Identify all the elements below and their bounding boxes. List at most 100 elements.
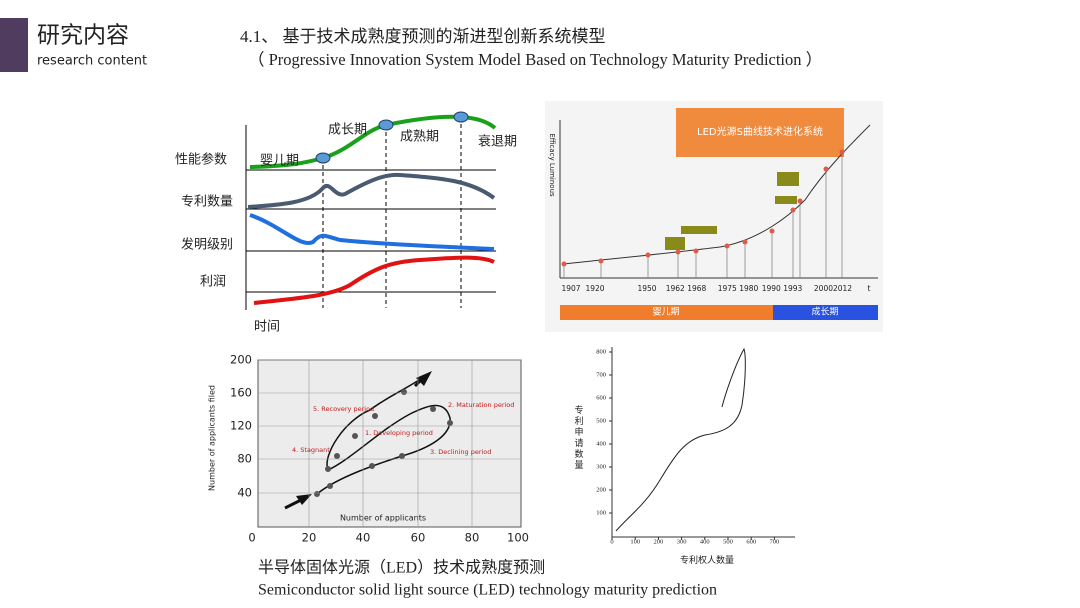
x-tick-label: 0	[610, 538, 613, 545]
x-tick-label: 200	[654, 538, 664, 545]
heading: （ Progressive Innovation System Model Ba…	[248, 50, 822, 69]
point	[327, 483, 333, 489]
y-tick-label: 700	[596, 371, 606, 378]
x-tick-label: 40	[356, 531, 371, 545]
point	[430, 406, 436, 412]
y-tick-label: 100	[596, 509, 606, 516]
point	[823, 166, 829, 172]
row-label: 发明级别	[181, 237, 233, 253]
x-tick-label: 20002012	[814, 284, 852, 293]
curve	[615, 347, 746, 532]
point	[797, 198, 803, 204]
point	[561, 261, 567, 267]
x-tick-label: 400	[700, 538, 710, 545]
stage-point	[315, 152, 331, 164]
point	[325, 466, 331, 472]
x-tick-label: 1975 1980	[718, 284, 759, 293]
x-label: Number of applicants	[340, 514, 426, 523]
annotation: 3. Declining period	[430, 448, 491, 456]
stage-label: 婴儿期	[260, 154, 299, 169]
caption: 半导体固体光源（LED）技术成熟度预测	[258, 559, 545, 577]
point	[401, 389, 407, 395]
annotation: 2. Maturation period	[448, 401, 514, 409]
x-tick-label: 1920	[585, 284, 604, 293]
heading: 4.1、 基于技术成熟度预测的渐进型创新系统模型	[240, 26, 606, 46]
x-tick-label: 100	[507, 531, 529, 545]
y-tick-label: 40	[237, 486, 252, 500]
y-tick-label: 200	[596, 486, 606, 493]
label-box	[681, 226, 717, 234]
stage-label: 成长期	[328, 123, 367, 138]
header-bar	[0, 18, 28, 72]
figure-title: LED光源S曲线技术进化系统	[697, 125, 823, 138]
phase-label: 成长期	[811, 306, 838, 318]
x-tick-label: 100	[630, 538, 640, 545]
y-tick-label: 800	[596, 348, 606, 355]
row-label: 性能参数	[175, 152, 227, 168]
figure1	[245, 111, 497, 310]
point	[598, 258, 604, 264]
row-label: 专利数量	[181, 195, 233, 210]
figure4: 专利申请数量 专利权人数量 800 700 600 500 400 300 200 100 0 1…	[573, 347, 795, 565]
point	[399, 453, 405, 459]
caption: Semiconductor solid light source (LED) t…	[258, 582, 717, 599]
title-box	[676, 108, 844, 157]
invention-curve	[249, 213, 495, 251]
point	[790, 207, 796, 213]
x-tick-label: 80	[465, 531, 480, 545]
point	[742, 239, 748, 245]
point	[839, 149, 845, 155]
x-tick-label: 500	[723, 538, 733, 545]
x-tick-label: 60	[411, 531, 426, 545]
y-label: Number of applicants filed	[208, 385, 217, 491]
annotation: 5. Recovery period	[313, 405, 374, 413]
x-label: 时间	[254, 320, 280, 335]
s-curve	[563, 124, 871, 265]
label-box	[665, 237, 685, 250]
point	[334, 453, 340, 459]
x-tick-label: 20	[302, 531, 317, 545]
x-tick-label: t	[868, 284, 871, 293]
y-tick-label: 80	[237, 452, 252, 466]
row-label: 利润	[200, 275, 226, 290]
patent-curve	[247, 172, 496, 209]
figure3: Number of applicants filed Number of app…	[208, 353, 529, 545]
stage-label: 衰退期	[478, 134, 517, 150]
point	[314, 491, 320, 497]
x-tick-label: 1962 1968	[666, 284, 707, 293]
label-box	[775, 196, 797, 204]
phase-bar	[773, 305, 878, 320]
header-title: 研究内容	[37, 23, 129, 49]
point	[675, 249, 681, 255]
point	[447, 420, 453, 426]
x-tick-label: 300	[677, 538, 687, 545]
x-label: 专利权人数量	[680, 554, 734, 565]
stage-point	[453, 111, 469, 123]
y-tick-label: 160	[230, 386, 252, 400]
stage-label: 成熟期	[400, 129, 439, 145]
y-tick-label: 200	[230, 353, 252, 367]
point	[372, 413, 378, 419]
point	[724, 243, 730, 249]
y-tick-label: 300	[596, 463, 606, 470]
annotation: 4. Stagnant	[292, 446, 330, 454]
y-tick-label: 500	[596, 417, 606, 424]
x-tick-label: 1907	[561, 284, 580, 293]
header-subtitle: research content	[37, 54, 147, 69]
y-tick-label: 600	[596, 394, 606, 401]
profit-curve	[253, 255, 495, 305]
arrow-head	[416, 371, 432, 386]
x-tick-label: 1990 1993	[762, 284, 803, 293]
arrow-head	[296, 494, 312, 505]
x-tick-label: 1950	[637, 284, 656, 293]
y-label: 专利申请数量	[573, 404, 584, 471]
point	[693, 248, 699, 254]
y-label: Efficacy Luminous	[548, 133, 556, 197]
point	[352, 433, 358, 439]
x-tick-label: 0	[248, 531, 255, 545]
point	[645, 252, 651, 258]
figure2: LED光源S曲线技术进化系统 Efficacy Luminous 婴儿期 成长期	[545, 101, 883, 332]
annotation: 1. Developing period	[365, 429, 433, 437]
